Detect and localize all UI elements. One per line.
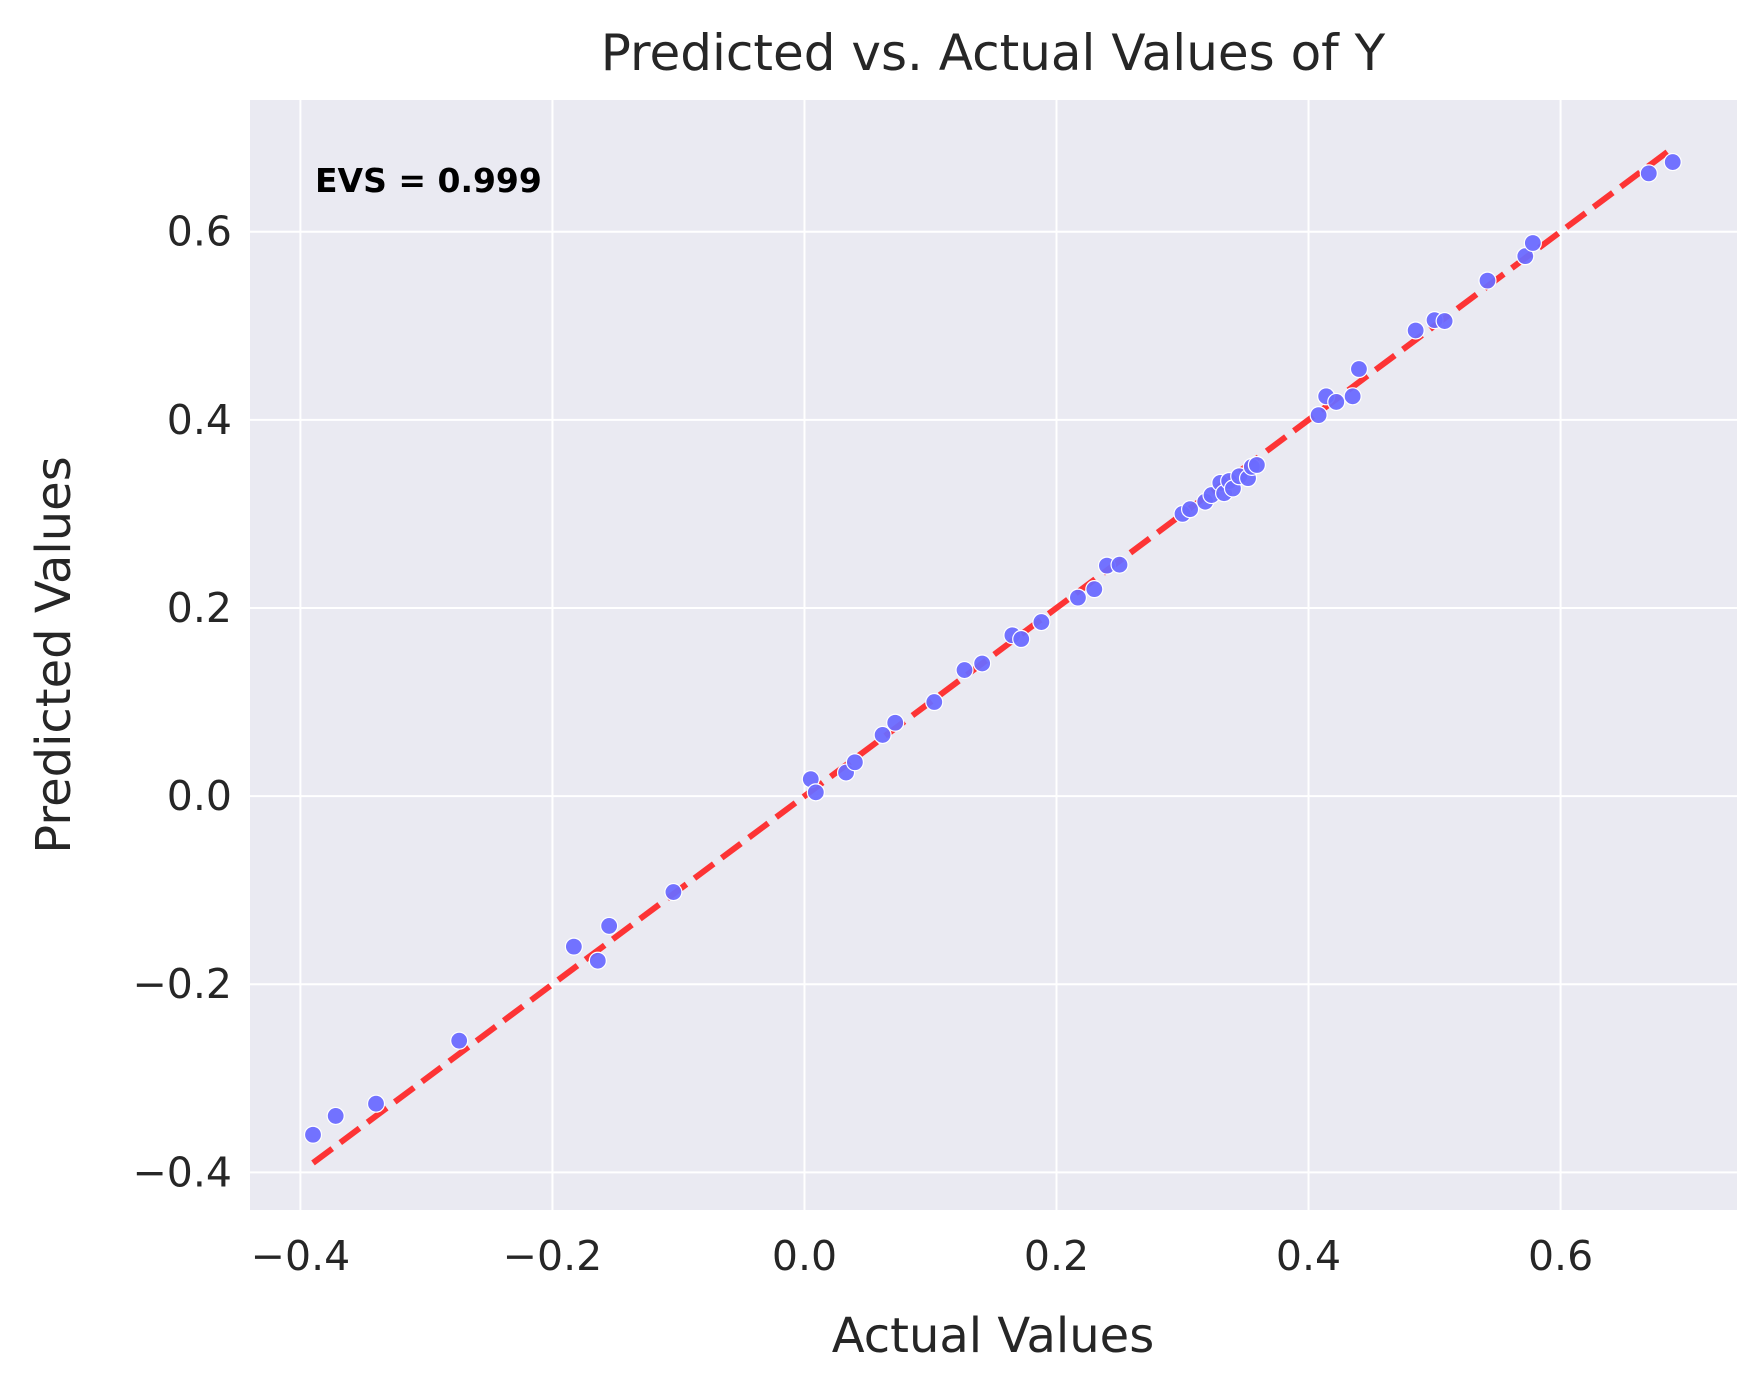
x-tick-labels: −0.4 −0.2 0.0 0.2 0.4 0.6 — [251, 1232, 1594, 1280]
data-point — [1349, 359, 1369, 379]
data-point — [886, 713, 905, 732]
data-point — [564, 937, 583, 956]
data-point — [1327, 392, 1346, 412]
data-point — [1523, 233, 1542, 253]
data-point — [600, 916, 619, 936]
data-point — [845, 753, 864, 772]
data-point — [303, 1125, 323, 1144]
data-point — [1110, 555, 1129, 574]
x-axis-title: Actual Values — [832, 1308, 1154, 1364]
data-point — [1309, 406, 1328, 425]
data-point — [1032, 612, 1051, 632]
data-point — [1068, 588, 1088, 607]
y-tick-labels: −0.4 −0.2 0.0 0.2 0.4 0.6 — [132, 208, 232, 1197]
data-point — [1343, 387, 1362, 406]
y-tick-label: 0.2 — [167, 584, 232, 632]
data-point — [1406, 321, 1425, 340]
data-points — [303, 152, 1682, 1144]
data-point — [588, 951, 607, 970]
data-point — [326, 1106, 345, 1126]
data-point — [873, 725, 892, 745]
y-tick-label: −0.4 — [132, 1148, 232, 1196]
data-point — [973, 654, 992, 673]
data-point — [925, 692, 944, 712]
data-point — [1085, 580, 1104, 599]
data-point — [1180, 500, 1200, 519]
data-point — [1478, 271, 1497, 290]
x-tick-label: 0.2 — [1024, 1232, 1089, 1280]
y-tick-label: 0.4 — [167, 396, 232, 444]
x-tick-label: −0.4 — [251, 1232, 351, 1280]
y-tick-label: 0.0 — [167, 772, 232, 820]
y-axis-title: Predicted Values — [26, 456, 82, 853]
data-point — [1012, 629, 1031, 649]
x-tick-label: 0.4 — [1276, 1232, 1341, 1280]
evs-annotation: EVS = 0.999 — [315, 161, 542, 200]
data-point — [806, 783, 825, 802]
chart-title: Predicted vs. Actual Values of Y — [601, 24, 1386, 82]
data-point — [450, 1031, 469, 1050]
data-point — [664, 882, 683, 902]
y-tick-label: −0.2 — [132, 960, 232, 1008]
grid-lines — [250, 100, 1737, 1210]
y-tick-label: 0.6 — [167, 208, 232, 256]
x-tick-label: 0.6 — [1528, 1232, 1593, 1280]
data-point — [1435, 311, 1454, 331]
x-tick-label: 0.0 — [772, 1232, 837, 1280]
data-point — [1247, 455, 1266, 475]
x-tick-label: −0.2 — [503, 1232, 603, 1280]
data-point — [366, 1094, 386, 1113]
data-point — [1663, 152, 1682, 172]
data-point — [1639, 164, 1658, 183]
data-point — [955, 660, 974, 680]
